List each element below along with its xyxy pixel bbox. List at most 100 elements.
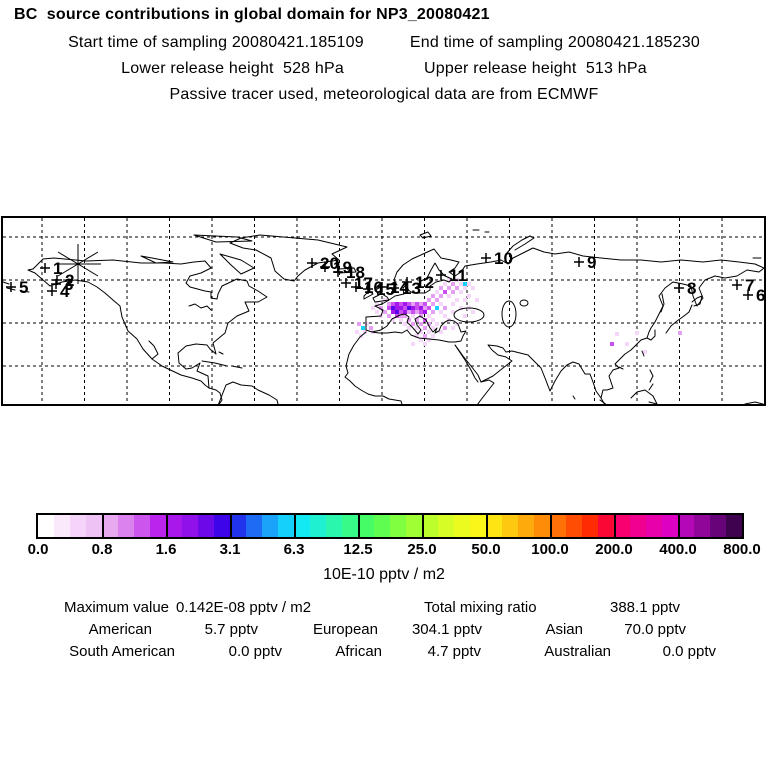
coast-africa [344, 331, 495, 404]
colorbar-cell [470, 515, 486, 537]
trajectory-plus-marker [389, 283, 399, 293]
contribution-cell [439, 294, 443, 298]
region-asian-label: Asian [545, 621, 583, 638]
contribution-cell [419, 302, 423, 306]
trajectory-day-number: 19 [333, 258, 352, 277]
contribution-cell [399, 306, 403, 310]
trajectory-day-number: 5 [19, 278, 28, 297]
trajectory-plus-marker [320, 262, 330, 272]
sampling-times-line: Start time of sampling 20080421.185109 E… [0, 34, 768, 52]
start-time-text: Start time of sampling 20080421.185109 [68, 34, 364, 51]
contribution-cell [431, 302, 435, 306]
colorbar-tick-label: 50.0 [471, 541, 501, 558]
colorbar-cell [726, 515, 742, 537]
trajectory-plus-marker [51, 279, 61, 289]
contribution-cell [399, 302, 403, 306]
trajectory-day-number: 7 [745, 276, 754, 295]
trajectory-plus-marker [732, 280, 742, 290]
page-title: BC source contributions in global domain… [14, 6, 490, 23]
colorbar-tick-label: 0.8 [91, 541, 113, 558]
contribution-cell [419, 322, 423, 326]
contribution-cell [459, 290, 463, 294]
coast-mediterranean [365, 313, 467, 343]
contribution-cell [455, 322, 459, 326]
contribution-cell [363, 330, 367, 334]
region-south-american-value: 0.0 pptv [228, 643, 282, 660]
trajectory-plus-marker [574, 257, 584, 267]
contribution-cell [411, 302, 415, 306]
colorbar-cell [662, 515, 678, 537]
contribution-cell [459, 306, 463, 310]
trajectory-day-number: 18 [346, 263, 365, 282]
colorbar-cell [518, 515, 534, 537]
trajectory-plus-marker [351, 282, 361, 292]
contribution-cell [459, 282, 463, 286]
colorbar-ticks: 0.0 0.8 1.6 3.1 6.3 12.5 25.0 50.0 100.0 200.0 400… [0, 541, 768, 559]
contribution-cell [407, 302, 411, 306]
region-asian-value: 70.0 pptv [624, 621, 686, 638]
contribution-cell [387, 302, 391, 306]
contribution-cell [443, 314, 447, 318]
contribution-cell [635, 331, 639, 335]
contribution-cell [375, 310, 379, 314]
contribution-cell [431, 326, 435, 330]
contribution-cell [467, 282, 471, 286]
total-ratio-label: Total mixing ratio [424, 599, 537, 616]
colorbar-cell [390, 515, 406, 537]
trajectory-plus-marker [436, 270, 446, 280]
region-australian-label: Australian [544, 643, 611, 660]
max-value-label: Maximum value [64, 599, 170, 616]
contribution-cell [423, 326, 427, 330]
colorbar-cell [166, 515, 182, 537]
colorbar-tick-label: 12.5 [343, 541, 373, 558]
region-european-value: 304.1 pptv [411, 621, 482, 638]
colorbar-tick-label: 200.0 [595, 541, 633, 558]
colorbar-cell [310, 515, 326, 537]
contribution-cell [463, 286, 467, 290]
colorbar-cell [278, 515, 294, 537]
contribution-cell [435, 298, 439, 302]
tracer-note-line: Passive tracer used, meteorological data… [0, 86, 768, 104]
trajectory-day-number: 4 [60, 282, 70, 301]
colorbar-tick-label: 800.0 [723, 541, 761, 558]
colorbar-cell [614, 515, 630, 537]
colorbar-cell [550, 515, 566, 537]
colorbar-cell [38, 515, 54, 537]
trajectory-day-number: 13 [402, 279, 421, 298]
contribution-cell [439, 310, 443, 314]
contribution-cell [383, 298, 387, 302]
contribution-cell [391, 318, 395, 322]
contribution-cell [419, 314, 423, 318]
contribution-cell [471, 286, 475, 290]
map-gridlines [3, 218, 764, 404]
coast-europe [365, 247, 764, 331]
contribution-cell [625, 342, 629, 346]
release-heights-line: Lower release height 528 hPa Upper relea… [0, 60, 768, 78]
contribution-cell [463, 282, 467, 286]
colorbar-cell [374, 515, 390, 537]
contribution-cell [423, 342, 427, 346]
colorbar-tick-label: 3.1 [219, 541, 241, 558]
contribution-cell [423, 334, 427, 338]
colorbar-cell [566, 515, 582, 537]
trajectory-day-number: 12 [415, 273, 434, 292]
colorbar-cell [646, 515, 662, 537]
contribution-cell [447, 294, 451, 298]
contribution-cell [415, 318, 419, 322]
contribution-cell [415, 310, 419, 314]
colorbar-cell [182, 515, 198, 537]
contribution-cell [427, 338, 431, 342]
aral-sea [519, 299, 529, 307]
contribution-cell [463, 314, 467, 318]
colorbar-cell [486, 515, 502, 537]
contribution-cell [411, 310, 415, 314]
trajectory-day-number: 14 [390, 278, 409, 297]
contribution-cell [443, 290, 447, 294]
contribution-cell [427, 322, 431, 326]
coast-arabia [454, 344, 529, 383]
colorbar-tick-label: 400.0 [659, 541, 697, 558]
trajectory-day-number: 11 [449, 266, 467, 285]
region-african-label: African [335, 643, 382, 660]
contribution-cell [361, 326, 365, 330]
trajectory-plus-marker [402, 277, 412, 287]
